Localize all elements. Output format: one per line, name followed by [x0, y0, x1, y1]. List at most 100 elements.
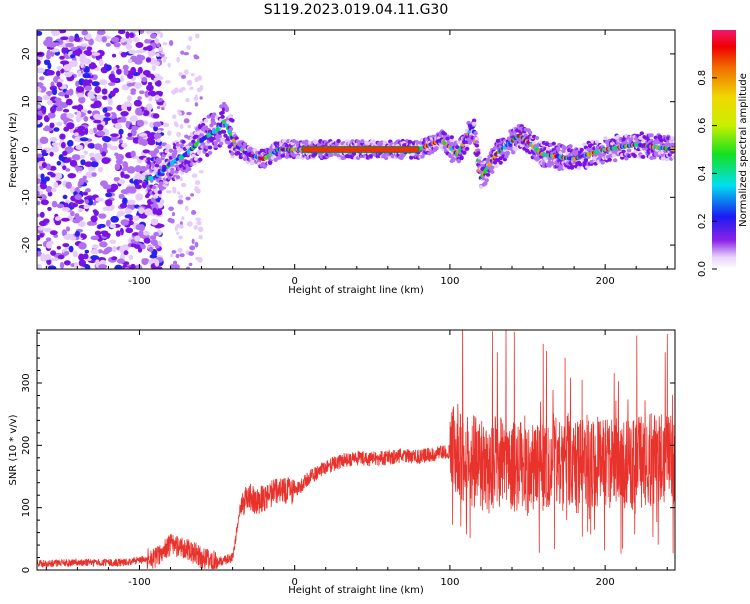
- spectrogram-cell: [141, 258, 149, 263]
- spectrogram-cell: [611, 153, 617, 158]
- spectrogram-cell: [670, 136, 675, 141]
- spectrogram-cell: [194, 102, 199, 107]
- spectrogram-cell: [83, 150, 89, 155]
- spectrogram-cell: [96, 124, 104, 131]
- spectrogram-cell: [80, 159, 86, 166]
- spectrogram-cell: [119, 246, 125, 254]
- spectrogram-cell: [145, 30, 151, 35]
- spectrogram-cell: [194, 94, 199, 99]
- spectrogram-cell: [56, 245, 62, 250]
- spectrogram-ytick-label: 20: [21, 48, 32, 61]
- colorbar-tick-label: 0.8: [697, 70, 708, 86]
- spectrogram-cell: [83, 50, 92, 55]
- spectrogram-cell: [120, 171, 125, 178]
- spectrogram-cell: [164, 143, 171, 150]
- spectrogram-cell: [125, 227, 134, 234]
- spectrogram-cell: [175, 253, 180, 259]
- spectrogram-cell: [59, 261, 65, 269]
- spectrogram-cell: [39, 232, 45, 238]
- spectrogram-cell: [207, 145, 213, 150]
- spectrogram-cell: [137, 66, 143, 74]
- spectrogram-cell: [484, 178, 489, 183]
- spectrogram-cell: [133, 244, 141, 249]
- spectrogram-cell: [178, 224, 184, 229]
- spectrogram-cell: [62, 194, 68, 200]
- spectrogram-cell: [97, 223, 106, 228]
- spectrogram-cell: [93, 119, 102, 124]
- spectrogram-cell: [53, 127, 60, 132]
- snr-ytick-label: 200: [21, 436, 32, 455]
- spectrogram-cell: [91, 172, 97, 177]
- spectrogram-cell: [123, 250, 129, 256]
- spectrogram-cell: [87, 110, 92, 114]
- spectrogram-cell: [137, 137, 145, 145]
- spectrogram-cell: [159, 199, 165, 205]
- spectrogram-cell: [193, 55, 200, 60]
- spectrogram-cell: [178, 147, 183, 152]
- spectrogram-cell: [72, 250, 78, 258]
- spectrogram-cell: [41, 107, 47, 114]
- spectrogram-cell: [85, 171, 94, 179]
- spectrogram-cell: [145, 103, 153, 111]
- spectrogram-cell: [492, 160, 498, 165]
- spectrogram-cell: [50, 257, 60, 262]
- spectrogram-cell: [82, 79, 90, 86]
- spectrogram-cell: [166, 130, 172, 136]
- spectrogram-cell: [219, 141, 224, 146]
- spectrogram-cell: [134, 82, 142, 89]
- spectrogram-cell: [117, 30, 126, 35]
- spectrogram-cell: [123, 162, 129, 170]
- spectrogram-cell: [109, 145, 118, 151]
- spectrogram-cell: [220, 110, 225, 115]
- spectrogram-cell: [65, 168, 71, 172]
- colorbar: 0.0 0.2 0.4 0.6 0.8 Normalized spectral ampl…: [697, 30, 749, 277]
- spectrogram-cell: [91, 52, 101, 56]
- spectrogram-cell: [114, 163, 121, 170]
- spectrogram-cell: [37, 30, 43, 36]
- spectrogram-cell: [130, 150, 136, 158]
- spectrogram-cell: [37, 190, 40, 198]
- spectrogram-cell: [603, 136, 608, 141]
- spectrogram-cell: [158, 181, 164, 186]
- spectrogram-cell: [123, 174, 130, 179]
- spectrogram-cell: [191, 173, 198, 178]
- spectrogram-cell: [102, 206, 108, 211]
- spectrogram-cell: [39, 183, 48, 190]
- spectrogram-cell: [112, 66, 117, 71]
- spectrogram-cell: [138, 133, 148, 137]
- spectrogram-cell: [207, 150, 213, 155]
- spectrogram-cell: [40, 138, 46, 143]
- spectrogram-cell: [186, 111, 192, 116]
- spectrogram-cell: [152, 113, 160, 119]
- spectrogram-cell: [156, 145, 163, 150]
- spectrogram-cell: [56, 121, 63, 127]
- snr-xtick-label: -100: [128, 577, 151, 588]
- spectrogram-cell: [51, 48, 60, 53]
- spectrogram-cell: [156, 80, 162, 87]
- spectrogram-cell: [198, 170, 204, 174]
- spectrogram-cell: [194, 180, 201, 185]
- spectrogram-cell: [105, 199, 113, 207]
- spectrogram-cell: [52, 32, 60, 37]
- spectrogram-cell: [144, 208, 153, 216]
- snr-ylabel: SNR (10 * v/v): [8, 414, 19, 485]
- spectrogram-cell: [122, 197, 128, 205]
- spectrogram-cell: [102, 184, 112, 190]
- spectrogram-cell: [138, 230, 145, 239]
- spectrogram-cell: [46, 99, 53, 106]
- spectrogram-cell: [196, 220, 202, 226]
- spectrogram-cell: [545, 146, 551, 151]
- spectrogram-cell: [157, 190, 162, 195]
- spectrogram-cell: [185, 97, 190, 103]
- spectrogram-cell: [671, 142, 675, 147]
- spectrogram-cell: [63, 260, 71, 266]
- spectrogram-cell: [106, 188, 112, 193]
- spectrogram-cell: [89, 94, 96, 99]
- spectrogram-cell: [54, 97, 62, 102]
- spectrogram-cell: [176, 131, 182, 138]
- spectrogram-cell: [152, 194, 159, 199]
- spectrogram-cell: [409, 155, 414, 160]
- spectrogram-cell: [543, 156, 548, 161]
- spectrogram-cell: [37, 178, 42, 185]
- spectrogram-cell: [134, 235, 141, 242]
